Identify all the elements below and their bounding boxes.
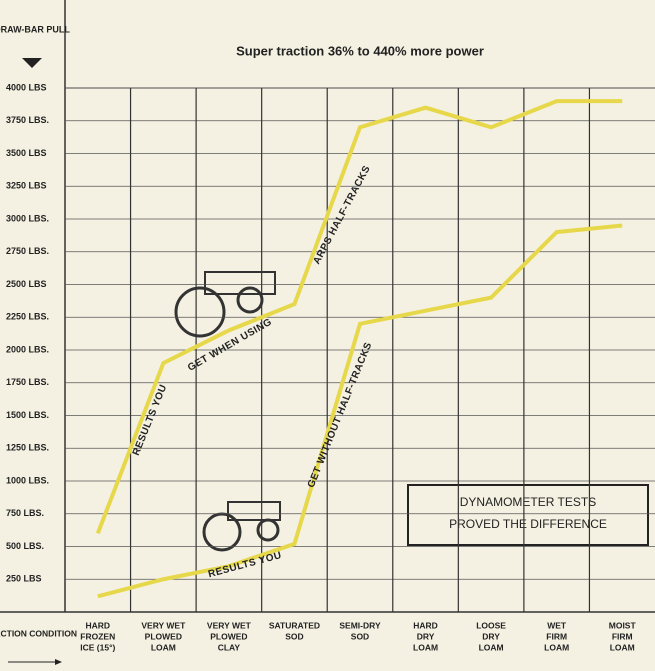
x-tick-label: LOAM: [413, 642, 438, 652]
y-axis-label: DRAW-BAR PULL: [0, 24, 70, 34]
y-tick-label: 2250 LBS.: [6, 312, 49, 322]
note-text: DYNAMOMETER TESTS: [460, 495, 596, 509]
x-tick-label: LOAM: [610, 642, 635, 652]
y-tick-label: 750 LBS.: [6, 508, 44, 518]
y-tick-label: 1750 LBS.: [6, 377, 49, 387]
x-tick-label: ICE (15°): [80, 642, 115, 652]
x-tick-label: FIRM: [612, 631, 633, 641]
x-tick-label: PLOWED: [145, 631, 182, 641]
x-tick-label: CLAY: [218, 642, 241, 652]
x-tick-label: HARD: [413, 620, 438, 630]
x-tick-label: DRY: [417, 631, 435, 641]
x-tick-label: PLOWED: [210, 631, 247, 641]
y-tick-label: 2500 LBS: [6, 279, 47, 289]
note-text: PROVED THE DIFFERENCE: [449, 517, 607, 531]
x-tick-label: LOOSE: [476, 620, 506, 630]
x-axis-label: TRACTION CONDITION: [0, 628, 77, 638]
y-tick-label: 3250 LBS: [6, 181, 47, 191]
y-tick-label: 1000 LBS.: [6, 475, 49, 485]
y-tick-label: 250 LBS: [6, 574, 42, 584]
x-tick-label: LOAM: [151, 642, 176, 652]
y-tick-label: 2750 LBS.: [6, 246, 49, 256]
chart: Super traction 36% to 440% more power DR…: [0, 0, 655, 671]
x-tick-label: VERY WET: [207, 620, 252, 630]
y-tick-label: 3750 LBS.: [6, 115, 49, 125]
y-tick-label: 1500 LBS.: [6, 410, 49, 420]
y-tick-label: 1250 LBS.: [6, 443, 49, 453]
x-tick-label: MOIST: [609, 620, 637, 630]
x-tick-label: HARD: [85, 620, 110, 630]
y-tick-label: 500 LBS.: [6, 541, 44, 551]
x-tick-label: DRY: [482, 631, 500, 641]
x-tick-label: SATURATED: [269, 620, 320, 630]
x-tick-label: WET: [547, 620, 567, 630]
x-tick-label: VERY WET: [141, 620, 186, 630]
y-tick-label: 4000 LBS: [6, 82, 47, 92]
x-tick-label: FIRM: [546, 631, 567, 641]
x-tick-label: FROZEN: [80, 631, 115, 641]
y-tick-label: 3500 LBS: [6, 148, 47, 158]
x-tick-label: LOAM: [479, 642, 504, 652]
y-tick-label: 3000 LBS.: [6, 213, 49, 223]
x-tick-label: SOD: [351, 631, 369, 641]
x-tick-label: SOD: [285, 631, 303, 641]
x-tick-label: LOAM: [544, 642, 569, 652]
chart-title: Super traction 36% to 440% more power: [236, 43, 484, 58]
note-box: [408, 485, 648, 545]
x-tick-label: SEMI-DRY: [339, 620, 381, 630]
y-tick-label: 2000 LBS.: [6, 344, 49, 354]
